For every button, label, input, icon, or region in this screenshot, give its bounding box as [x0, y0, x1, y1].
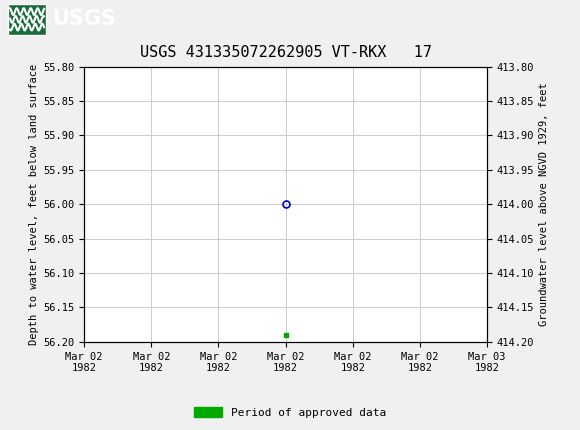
Legend: Period of approved data: Period of approved data	[190, 403, 390, 422]
Y-axis label: Groundwater level above NGVD 1929, feet: Groundwater level above NGVD 1929, feet	[539, 83, 549, 326]
Y-axis label: Depth to water level, feet below land surface: Depth to water level, feet below land su…	[29, 64, 39, 345]
Bar	[8, 4, 46, 35]
Text: USGS: USGS	[52, 9, 116, 29]
Title: USGS 431335072262905 VT-RKX   17: USGS 431335072262905 VT-RKX 17	[140, 45, 432, 60]
